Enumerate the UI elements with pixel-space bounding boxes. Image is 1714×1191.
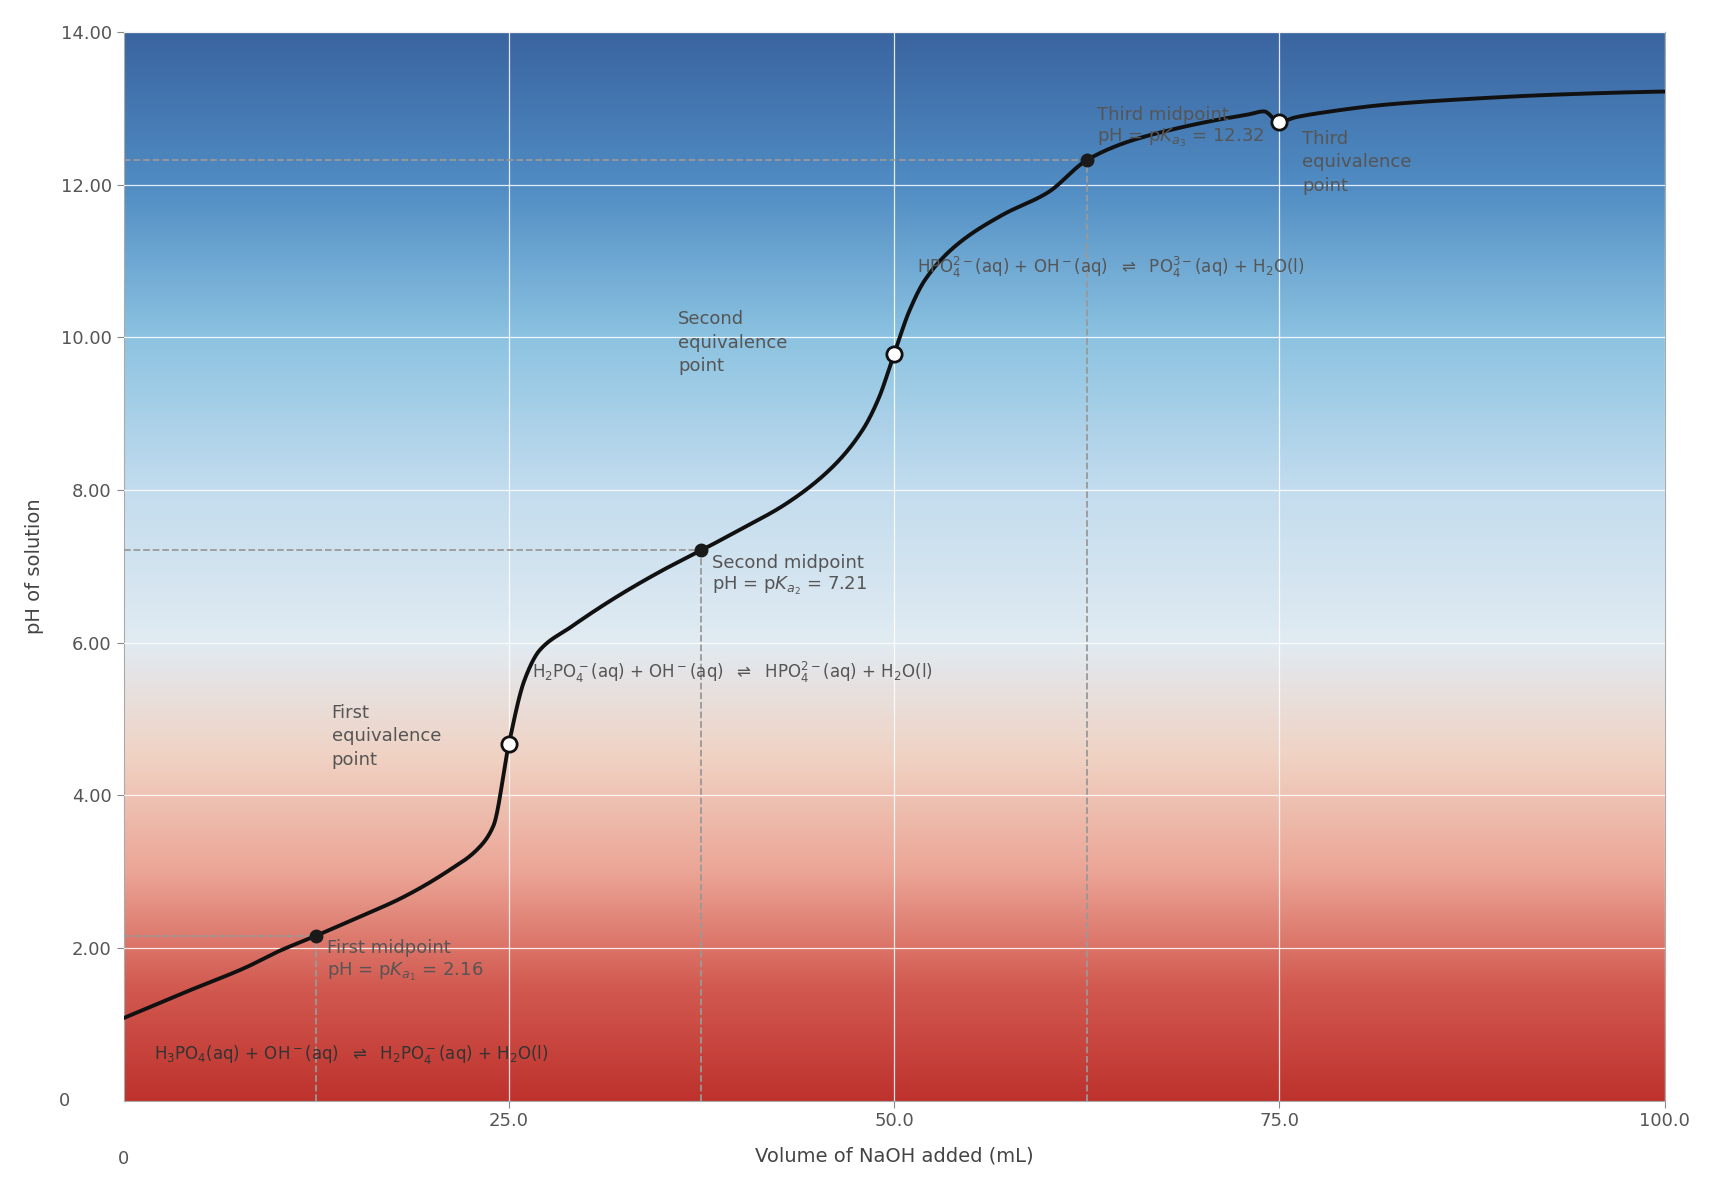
X-axis label: Volume of NaOH added (mL): Volume of NaOH added (mL): [754, 1147, 1034, 1166]
Text: Second midpoint
pH = p$K_{a_2}$ = 7.21: Second midpoint pH = p$K_{a_2}$ = 7.21: [711, 554, 867, 597]
Y-axis label: pH of solution: pH of solution: [26, 499, 45, 634]
Text: 0: 0: [118, 1151, 129, 1168]
Text: H$_2$PO$_4^-$(aq) + OH$^-$(aq)  $\rightleftharpoons$  HPO$_4^{2-}$(aq) + H$_2$O(: H$_2$PO$_4^-$(aq) + OH$^-$(aq) $\rightle…: [531, 660, 932, 685]
Text: 0: 0: [58, 1091, 70, 1110]
Text: First midpoint
pH = p$K_{a_1}$ = 2.16: First midpoint pH = p$K_{a_1}$ = 2.16: [327, 940, 483, 983]
Text: Third midpoint
pH = p$K_{a_3}$ = 12.32: Third midpoint pH = p$K_{a_3}$ = 12.32: [1097, 106, 1263, 149]
Text: Third
equivalence
point: Third equivalence point: [1301, 130, 1411, 195]
Text: HPO$_4^{2-}$(aq) + OH$^-$(aq)  $\rightleftharpoons$  PO$_4^{3-}$(aq) + H$_2$O(l): HPO$_4^{2-}$(aq) + OH$^-$(aq) $\rightlef…: [917, 255, 1304, 280]
Text: Second
equivalence
point: Second equivalence point: [679, 310, 787, 375]
Text: First
equivalence
point: First equivalence point: [331, 704, 440, 769]
Text: H$_3$PO$_4$(aq) + OH$^-$(aq)  $\rightleftharpoons$  H$_2$PO$_4^-$(aq) + H$_2$O(l: H$_3$PO$_4$(aq) + OH$^-$(aq) $\rightleft…: [154, 1043, 548, 1066]
